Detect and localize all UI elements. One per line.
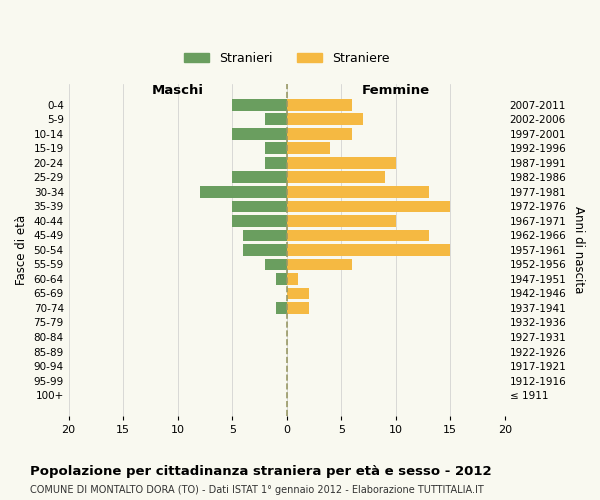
Bar: [265, 258, 287, 270]
Bar: [265, 142, 287, 154]
Bar: [287, 114, 363, 125]
Text: Femmine: Femmine: [362, 84, 430, 98]
Bar: [287, 186, 428, 198]
Bar: [243, 230, 287, 241]
Bar: [287, 273, 298, 284]
Bar: [276, 273, 287, 284]
Bar: [265, 157, 287, 168]
Bar: [265, 114, 287, 125]
Bar: [232, 99, 287, 110]
Bar: [287, 288, 308, 299]
Bar: [287, 258, 352, 270]
Bar: [287, 302, 308, 314]
Bar: [243, 244, 287, 256]
Bar: [287, 157, 396, 168]
Bar: [287, 99, 352, 110]
Bar: [287, 244, 451, 256]
Y-axis label: Anni di nascita: Anni di nascita: [572, 206, 585, 294]
Bar: [287, 172, 385, 183]
Bar: [287, 230, 428, 241]
Text: Popolazione per cittadinanza straniera per età e sesso - 2012: Popolazione per cittadinanza straniera p…: [30, 465, 491, 478]
Bar: [287, 200, 451, 212]
Text: COMUNE DI MONTALTO DORA (TO) - Dati ISTAT 1° gennaio 2012 - Elaborazione TUTTITA: COMUNE DI MONTALTO DORA (TO) - Dati ISTA…: [30, 485, 484, 495]
Y-axis label: Fasce di età: Fasce di età: [15, 215, 28, 285]
Bar: [276, 302, 287, 314]
Text: Maschi: Maschi: [152, 84, 204, 98]
Bar: [287, 142, 331, 154]
Bar: [287, 215, 396, 226]
Bar: [232, 215, 287, 226]
Bar: [232, 128, 287, 140]
Bar: [232, 172, 287, 183]
Bar: [200, 186, 287, 198]
Bar: [287, 128, 352, 140]
Bar: [232, 200, 287, 212]
Legend: Stranieri, Straniere: Stranieri, Straniere: [179, 47, 395, 70]
